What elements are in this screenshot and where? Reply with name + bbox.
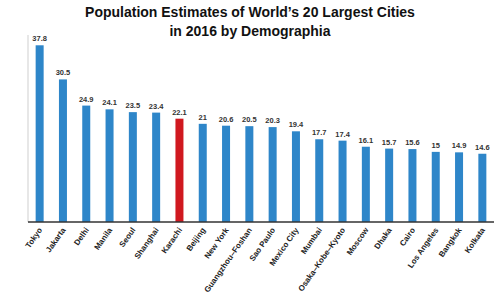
- bar: [36, 45, 44, 222]
- data-label: 24.9: [79, 95, 94, 104]
- bar: [59, 79, 67, 222]
- x-tick-label: Dhaka: [373, 226, 394, 251]
- x-tick-label: Seoul: [118, 226, 138, 249]
- bar: [82, 106, 90, 222]
- data-label: 23.4: [149, 102, 164, 111]
- data-label: 37.8: [32, 34, 47, 43]
- bar: [152, 113, 160, 222]
- data-label: 22.1: [172, 108, 187, 117]
- data-label: 14.6: [475, 143, 490, 152]
- bar: [455, 152, 463, 222]
- x-tick-label: Beijing: [185, 226, 208, 253]
- bars: [36, 45, 487, 222]
- bar: [385, 149, 393, 222]
- chart-container: Population Estimates of World’s 20 Large…: [0, 0, 500, 293]
- bar: [106, 109, 114, 222]
- title-line: in 2016 by Demographia: [169, 23, 330, 39]
- x-tick-label: Guangzhou–Foshan: [203, 226, 255, 293]
- x-tick-label: Osaka–Kobe–Kyoto: [296, 226, 347, 293]
- bar: [269, 127, 277, 222]
- bar: [222, 126, 230, 222]
- bar: [315, 139, 323, 222]
- data-label: 20.6: [219, 115, 234, 124]
- bar: [478, 154, 486, 222]
- title-line: Population Estimates of World’s 20 Large…: [85, 4, 415, 20]
- bar: [199, 124, 207, 222]
- x-tick-label: Mexico City: [268, 226, 301, 268]
- x-tick-label: Jakarta: [44, 226, 68, 255]
- x-tick-label: Tokyo: [24, 226, 45, 250]
- x-tick-label: Moscow: [345, 225, 371, 257]
- data-label: 20.3: [265, 116, 280, 125]
- labels: 37.8 Tokyo 30.5 Jakarta 24.9 Delhi 24.1 Manila 2…: [24, 34, 490, 293]
- data-label: 24.1: [102, 98, 117, 107]
- data-label: 15.7: [382, 138, 397, 147]
- bar: [175, 119, 183, 222]
- x-tick-label: Manila: [93, 226, 115, 252]
- chart-title: Population Estimates of World’s 20 Large…: [85, 4, 415, 39]
- chart-svg: Population Estimates of World’s 20 Large…: [0, 0, 500, 293]
- data-label: 16.1: [359, 136, 374, 145]
- bar: [408, 149, 416, 222]
- x-tick-label: Los Angeles: [406, 226, 441, 270]
- x-tick-label: Shanghai: [133, 226, 161, 261]
- data-label: 21: [199, 113, 207, 122]
- data-label: 17.7: [312, 128, 327, 137]
- bar: [362, 147, 370, 222]
- data-label: 14.9: [452, 141, 467, 150]
- bar: [129, 112, 137, 222]
- x-axis-line: [28, 221, 494, 223]
- bar: [339, 141, 347, 222]
- bar: [292, 131, 300, 222]
- x-tick-label: Karachi: [160, 226, 184, 255]
- data-label: 15.6: [405, 138, 420, 147]
- data-label: 17.4: [335, 130, 350, 139]
- data-label: 30.5: [56, 68, 71, 77]
- y-axis-line: [28, 35, 29, 222]
- data-label: 23.5: [126, 101, 141, 110]
- x-tick-label: Delhi: [72, 226, 91, 247]
- data-label: 15: [432, 141, 440, 150]
- data-label: 19.4: [289, 120, 304, 129]
- x-tick-label: Cairo: [398, 226, 417, 248]
- x-tick-label: Mumbai: [299, 226, 324, 256]
- bar: [245, 126, 253, 222]
- bar: [432, 152, 440, 222]
- x-tick-label: Kolkata: [463, 226, 487, 255]
- data-label: 20.5: [242, 115, 257, 124]
- x-tick-label: Bangkok: [437, 226, 464, 259]
